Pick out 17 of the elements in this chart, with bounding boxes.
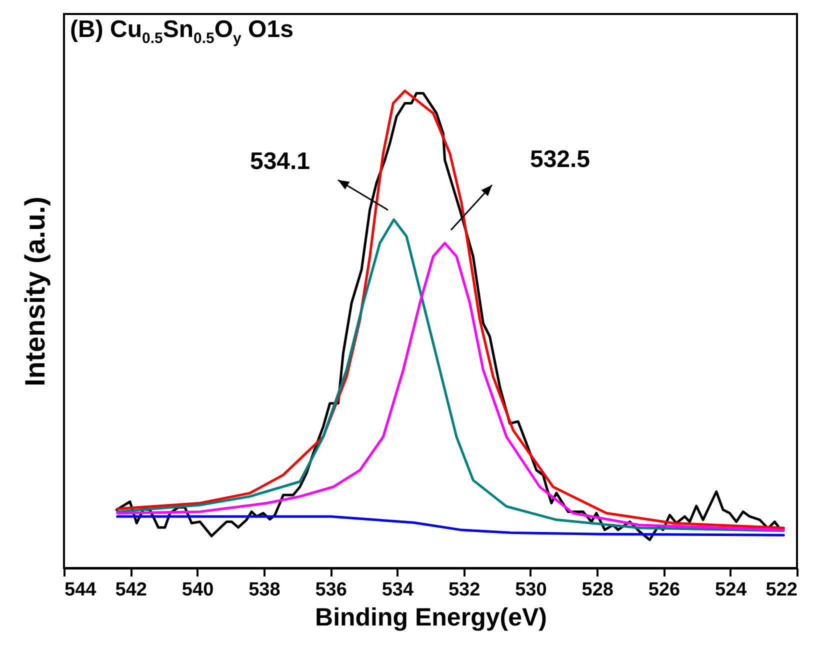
- x-tick-label: 536: [315, 580, 347, 600]
- x-tick-label: 534: [382, 580, 414, 600]
- x-tick-label: 526: [648, 580, 680, 600]
- x-tick-label: 530: [515, 580, 547, 600]
- annotation: 534.1: [250, 148, 310, 175]
- y-axis-title: Intensity (a.u.): [20, 196, 50, 386]
- x-tick-label: 544: [64, 580, 97, 600]
- x-axis-title: Binding Energy(eV): [315, 604, 547, 632]
- x-tick-label: 542: [115, 580, 147, 600]
- x-tick-label: 528: [582, 580, 614, 600]
- chart-title: (B) Cu$_{0.5}$Sn$_{0.5}$O$_{y}$ O1s: [70, 16, 294, 47]
- x-tick-label: 522: [766, 580, 798, 600]
- x-tick-label: 540: [182, 580, 214, 600]
- x-tick-label: 532: [448, 580, 480, 600]
- x-tick-label: 538: [248, 580, 280, 600]
- annotation: 532.5: [530, 146, 590, 173]
- x-tick-label: 524: [715, 580, 748, 600]
